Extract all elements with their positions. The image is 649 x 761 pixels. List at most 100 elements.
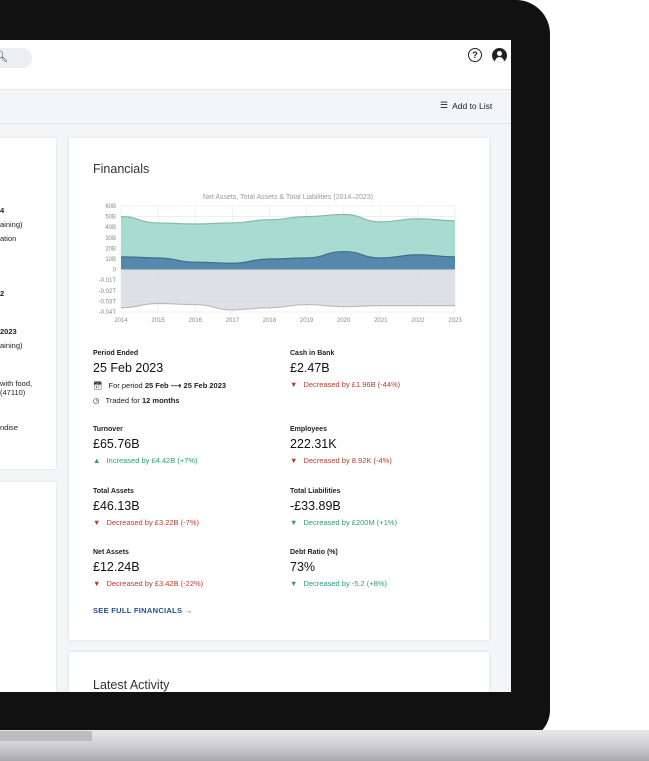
left-fragment: aining) bbox=[0, 341, 23, 350]
financials-title: Financials bbox=[93, 162, 150, 176]
see-full-financials-link[interactable]: SEE FULL FINANCIALS → bbox=[93, 606, 193, 615]
total-assets-change: ▼ Decreased by £3.22B (-7%) bbox=[93, 518, 263, 527]
top-bar: 🔍︎ ? bbox=[0, 40, 511, 90]
x-tick-label: 2017 bbox=[226, 318, 240, 324]
x-tick-label: 2023 bbox=[448, 318, 462, 324]
turnover-metric: Turnover £65.76B ▲ Increased by £4.42B (+… bbox=[93, 426, 263, 465]
app-screen: 🔍︎ ? ☰ Add to List 4 aining) ation 2 202… bbox=[0, 40, 511, 692]
y-tick-label: 20B bbox=[105, 246, 116, 252]
total-assets-area bbox=[121, 214, 455, 270]
debt-ratio-label: Debt Ratio (%) bbox=[290, 549, 338, 556]
add-to-list-button[interactable]: ☰ Add to List bbox=[440, 100, 492, 111]
cash-value: £2.47B bbox=[290, 361, 330, 375]
period-ended-metric: Period Ended 25 Feb 2023 📅︎ For period 2… bbox=[93, 350, 263, 405]
period-ended-label: Period Ended bbox=[93, 350, 139, 357]
left-fragment: with food, bbox=[0, 379, 33, 388]
y-tick-label: -0.02T bbox=[99, 289, 117, 295]
down-triangle-icon: ▼ bbox=[290, 579, 298, 588]
search-box[interactable]: 🔍︎ bbox=[0, 48, 32, 68]
down-triangle-icon: ▼ bbox=[290, 380, 298, 389]
turnover-change: ▲ Increased by £4.42B (+7%) bbox=[93, 456, 263, 465]
employees-metric: Employees 222.31K ▼ Decreased by 8.92K (-… bbox=[290, 426, 460, 465]
net-assets-line bbox=[120, 250, 456, 264]
x-tick-label: 2015 bbox=[151, 318, 165, 324]
employees-change: ▼ Decreased by 8.92K (-4%) bbox=[290, 456, 460, 465]
x-tick-label: 2018 bbox=[263, 318, 277, 324]
net-assets-change: ▼ Decreased by £3.42B (-22%) bbox=[93, 579, 263, 588]
left-fragment: aining) bbox=[0, 220, 23, 229]
net-assets-change-text: Decreased by £3.42B (-22%) bbox=[106, 579, 204, 588]
left-fragment: ation bbox=[0, 234, 17, 243]
total-liabilities-change: ▼ Decreased by £200M (+1%) bbox=[290, 518, 460, 527]
net-assets-value: £12.24B bbox=[93, 560, 140, 574]
y-tick-label: 0 bbox=[113, 268, 117, 274]
left-fragment: 2 bbox=[0, 289, 5, 298]
y-tick-label: 40B bbox=[105, 225, 116, 231]
traded-duration: 12 months bbox=[141, 396, 180, 405]
search-icon[interactable]: 🔍︎ bbox=[0, 51, 8, 63]
net-assets-area bbox=[121, 251, 455, 270]
period-to: 25 Feb 2023 bbox=[183, 381, 227, 390]
y-tick-label: 60B bbox=[105, 204, 116, 210]
for-period-prefix: For period bbox=[108, 381, 143, 390]
action-bar bbox=[0, 90, 511, 124]
total-liabilities-area bbox=[121, 269, 455, 310]
total-assets-value: £46.13B bbox=[93, 499, 140, 513]
list-icon: ☰ bbox=[440, 100, 449, 110]
employees-label: Employees bbox=[290, 426, 327, 433]
financials-chart: Net Assets, Total Assets & Total Liabili… bbox=[99, 194, 463, 324]
y-tick-label: -0.04T bbox=[99, 310, 117, 316]
x-tick-label: 2016 bbox=[189, 318, 203, 324]
debt-ratio-change-text: Decreased by -5.2 (+8%) bbox=[303, 579, 388, 588]
cash-in-bank-metric: Cash in Bank £2.47B ▼ Decreased by £1.96B… bbox=[290, 350, 460, 389]
left-secondary-card bbox=[0, 482, 56, 692]
cash-change: ▼ Decreased by £1.96B (-44%) bbox=[290, 380, 460, 389]
left-fragment: ndise bbox=[0, 423, 18, 432]
up-triangle-icon: ▲ bbox=[93, 456, 101, 465]
period-from: 25 Feb bbox=[144, 381, 169, 390]
total-assets-change-text: Decreased by £3.22B (-7%) bbox=[106, 518, 199, 527]
laptop-base bbox=[0, 730, 649, 761]
net-assets-metric: Net Assets £12.24B ▼ Decreased by £3.42B … bbox=[93, 549, 263, 588]
cash-change-text: Decreased by £1.96B (-44%) bbox=[303, 380, 401, 389]
calendar-icon: 📅︎ bbox=[93, 381, 103, 390]
debt-ratio-change: ▼ Decreased by -5.2 (+8%) bbox=[290, 579, 460, 588]
y-tick-label: 30B bbox=[105, 236, 116, 242]
left-fragment: 2023 bbox=[0, 327, 17, 336]
total-assets-label: Total Assets bbox=[93, 488, 134, 495]
clock-icon: ◷ bbox=[93, 396, 100, 405]
turnover-value: £65.76B bbox=[93, 437, 140, 451]
down-triangle-icon: ▼ bbox=[93, 518, 101, 527]
employees-change-text: Decreased by 8.92K (-4%) bbox=[303, 456, 392, 465]
y-tick-label: -0.01T bbox=[99, 278, 117, 284]
x-tick-label: 2021 bbox=[374, 318, 388, 324]
total-liabilities-line bbox=[120, 302, 455, 311]
total-liabilities-label: Total Liabilities bbox=[290, 488, 341, 495]
turnover-label: Turnover bbox=[93, 426, 123, 433]
employees-value: 222.31K bbox=[290, 437, 337, 451]
x-tick-label: 2014 bbox=[114, 318, 128, 324]
total-assets-metric: Total Assets £46.13B ▼ Decreased by £3.22… bbox=[93, 488, 263, 527]
y-tick-label: 10B bbox=[105, 257, 116, 263]
user-account-icon[interactable] bbox=[492, 48, 507, 63]
latest-activity-card: Latest Activity bbox=[69, 652, 489, 692]
down-triangle-icon: ▼ bbox=[290, 518, 298, 527]
chart-title: Net Assets, Total Assets & Total Liabili… bbox=[203, 194, 373, 201]
help-icon[interactable]: ? bbox=[468, 48, 482, 62]
traded-prefix: Traded for bbox=[105, 396, 140, 405]
x-tick-label: 2019 bbox=[300, 318, 314, 324]
latest-activity-title: Latest Activity bbox=[93, 678, 170, 692]
x-tick-label: 2022 bbox=[411, 318, 425, 324]
y-tick-label: -0.03T bbox=[99, 299, 117, 305]
debt-ratio-value: 73% bbox=[290, 560, 316, 574]
turnover-change-text: Increased by £4.42B (+7%) bbox=[106, 456, 198, 465]
total-liabilities-metric: Total Liabilities -£33.89B ▼ Decreased by… bbox=[290, 488, 460, 527]
down-triangle-icon: ▼ bbox=[290, 456, 298, 465]
debt-ratio-metric: Debt Ratio (%) 73% ▼ Decreased by -5.2 (+… bbox=[290, 549, 460, 588]
left-fragment: (47110) bbox=[0, 388, 26, 397]
total-assets-line bbox=[120, 213, 456, 225]
left-summary-card: 4 aining) ation 2 2023 aining) with food… bbox=[0, 138, 56, 469]
left-fragment: 4 bbox=[0, 206, 5, 215]
net-assets-label: Net Assets bbox=[93, 549, 129, 556]
laptop-base-highlight bbox=[0, 731, 92, 741]
